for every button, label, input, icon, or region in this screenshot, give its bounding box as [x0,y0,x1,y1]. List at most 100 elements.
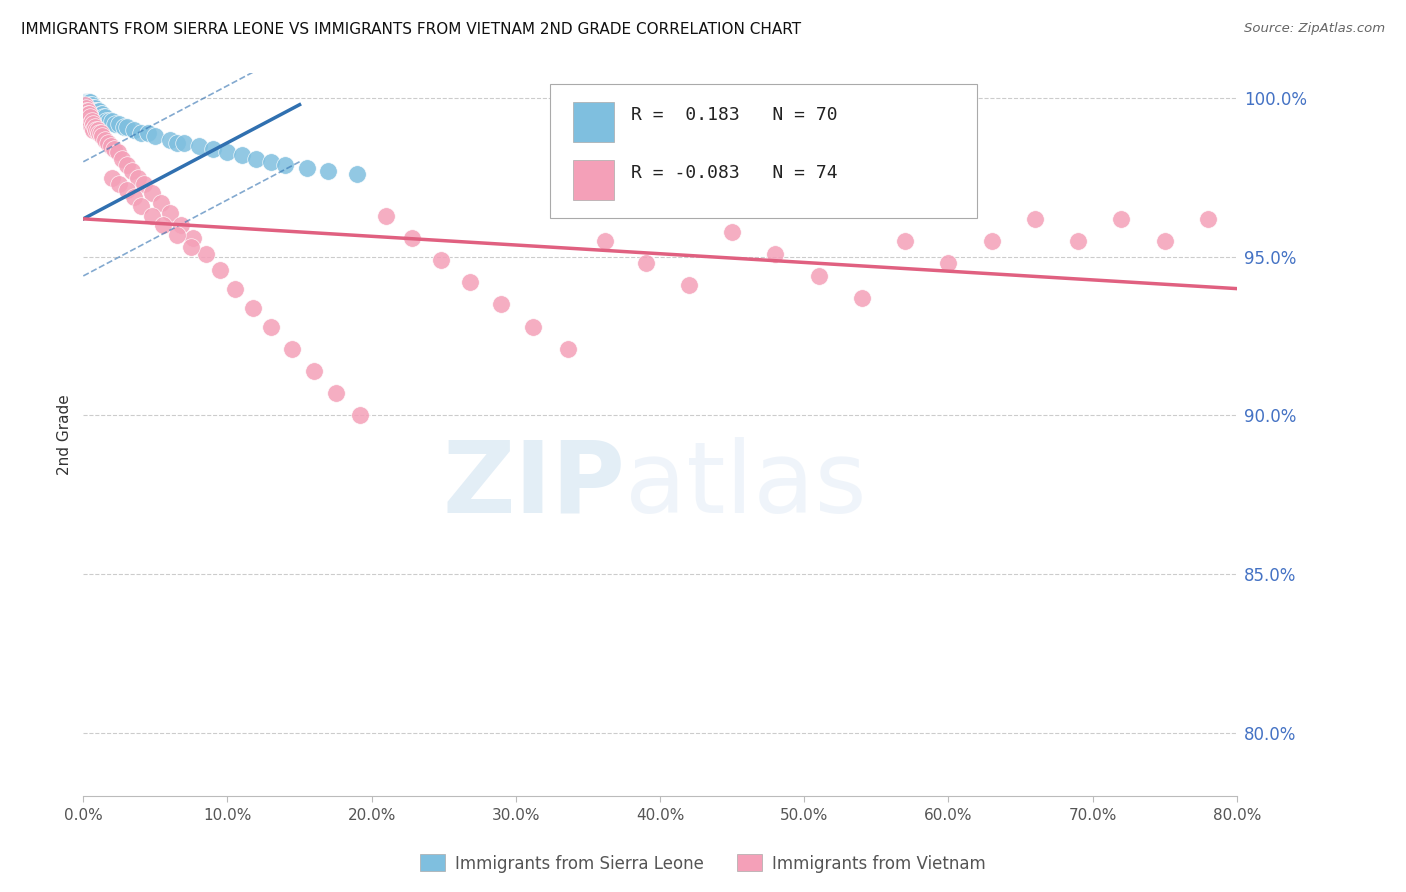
Point [430,253,453,268]
Bar [574,102,614,142]
Point [1067,234,1090,248]
Point [349,409,371,423]
Point [180,240,202,254]
Point [122,189,145,203]
Text: Source: ZipAtlas.com: Source: ZipAtlas.com [1244,22,1385,36]
Point [557,342,579,356]
Point [678,278,700,293]
Point [84,123,107,137]
Point [159,132,181,146]
Point [224,282,246,296]
Point [80,113,103,128]
Point [91,107,114,121]
Point [91,129,114,144]
Point [634,256,657,270]
Point [79,111,101,125]
Point [295,161,318,175]
Point [112,120,135,134]
Point [77,107,100,121]
Point [242,301,264,315]
Point [73,101,96,115]
Point [181,231,204,245]
Point [107,145,129,160]
Point [75,97,97,112]
Point [80,97,103,112]
Point [76,95,98,109]
Point [80,111,103,125]
Text: R =  0.183   N = 70: R = 0.183 N = 70 [631,106,838,124]
Point [458,275,481,289]
Point [894,234,917,248]
Point [86,111,108,125]
Point [980,234,1002,248]
Point [96,113,118,128]
Point [325,386,347,401]
Point [1024,211,1046,226]
Point [77,111,100,125]
Point [108,117,131,131]
Point [76,101,98,115]
Point [73,95,96,109]
Point [89,103,111,118]
Point [375,209,398,223]
Point [346,168,368,182]
Point [75,95,97,109]
Point [129,126,152,140]
Point [173,136,195,150]
Point [84,107,107,121]
Point [129,199,152,213]
Point [936,256,959,270]
Y-axis label: 2nd Grade: 2nd Grade [58,394,72,475]
Point [75,111,97,125]
Point [108,177,131,191]
Point [94,111,117,125]
Point [76,107,98,121]
Point [401,231,423,245]
Point [94,132,117,146]
FancyBboxPatch shape [550,84,977,218]
Point [721,225,744,239]
Point [75,101,97,115]
Legend: Immigrants from Sierra Leone, Immigrants from Vietnam: Immigrants from Sierra Leone, Immigrants… [413,847,993,880]
Point [111,152,134,166]
Point [166,227,188,242]
Point [76,113,98,128]
Point [83,111,105,125]
Point [75,103,97,118]
Point [77,103,100,118]
Point [170,218,193,232]
Point [115,158,138,172]
Text: IMMIGRANTS FROM SIERRA LEONE VS IMMIGRANTS FROM VIETNAM 2ND GRADE CORRELATION CH: IMMIGRANTS FROM SIERRA LEONE VS IMMIGRAN… [21,22,801,37]
Point [141,209,163,223]
Point [231,148,253,162]
Point [82,117,104,131]
Point [86,103,108,118]
Point [82,123,104,137]
Point [86,123,108,137]
Point [80,103,103,118]
Point [84,103,107,118]
Point [763,246,786,260]
Point [90,107,112,121]
Point [83,103,105,118]
Point [77,101,100,115]
Point [97,136,120,150]
Point [75,113,97,128]
Point [127,170,149,185]
Text: R = -0.083   N = 74: R = -0.083 N = 74 [631,164,838,182]
Point [76,107,98,121]
Point [141,186,163,201]
Point [187,139,209,153]
Point [79,103,101,118]
Point [79,95,101,109]
Point [103,142,125,156]
Point [79,117,101,131]
Point [90,126,112,140]
Point [115,183,138,197]
Point [100,139,122,153]
Point [202,142,225,156]
Point [491,297,513,311]
Point [76,103,98,118]
Point [807,268,830,283]
Point [101,113,124,128]
